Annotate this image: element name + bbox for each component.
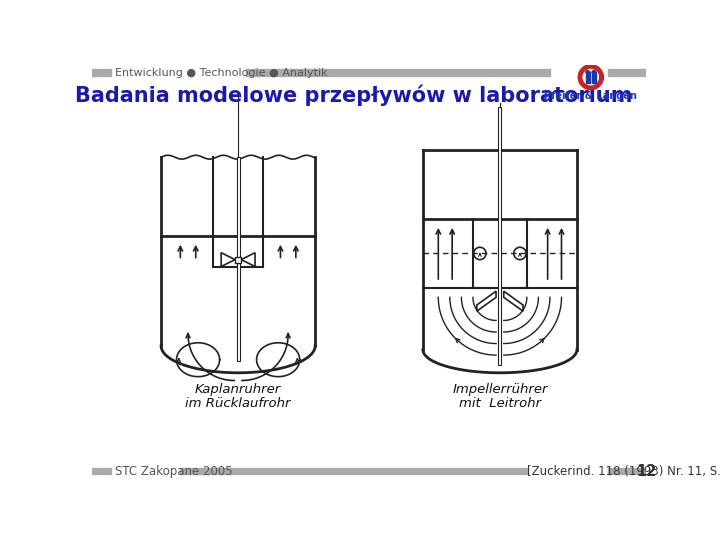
Bar <box>246 70 550 76</box>
Text: Impellerrührer: Impellerrührer <box>452 383 548 396</box>
Text: Pfeifer & Langen: Pfeifer & Langen <box>544 91 637 101</box>
Text: im Rücklaufrohr: im Rücklaufrohr <box>185 397 291 410</box>
Wedge shape <box>586 71 590 72</box>
Text: Badania modelowe przepływów w laboratorium: Badania modelowe przepływów w laboratori… <box>75 85 632 106</box>
Bar <box>237 157 240 361</box>
Text: 12: 12 <box>636 464 657 479</box>
Bar <box>608 70 647 76</box>
Wedge shape <box>592 71 595 72</box>
Text: STC Zakopane 2005: STC Zakopane 2005 <box>115 465 233 478</box>
Text: Kaplanruhrer: Kaplanruhrer <box>195 383 282 396</box>
Bar <box>235 257 241 264</box>
Bar <box>180 468 527 475</box>
Text: mit  Leitrohr: mit Leitrohr <box>459 397 541 410</box>
Bar <box>92 70 111 76</box>
Text: [Zuckerind. 118 (1993) Nr. 11, S. 853-858]: [Zuckerind. 118 (1993) Nr. 11, S. 853-85… <box>527 465 720 478</box>
Bar <box>498 107 501 365</box>
Bar <box>586 72 590 83</box>
Bar <box>92 468 111 475</box>
Bar <box>608 468 647 475</box>
Bar <box>592 72 595 83</box>
Text: Entwicklung ● Technologie ● Analytik: Entwicklung ● Technologie ● Analytik <box>115 68 328 78</box>
